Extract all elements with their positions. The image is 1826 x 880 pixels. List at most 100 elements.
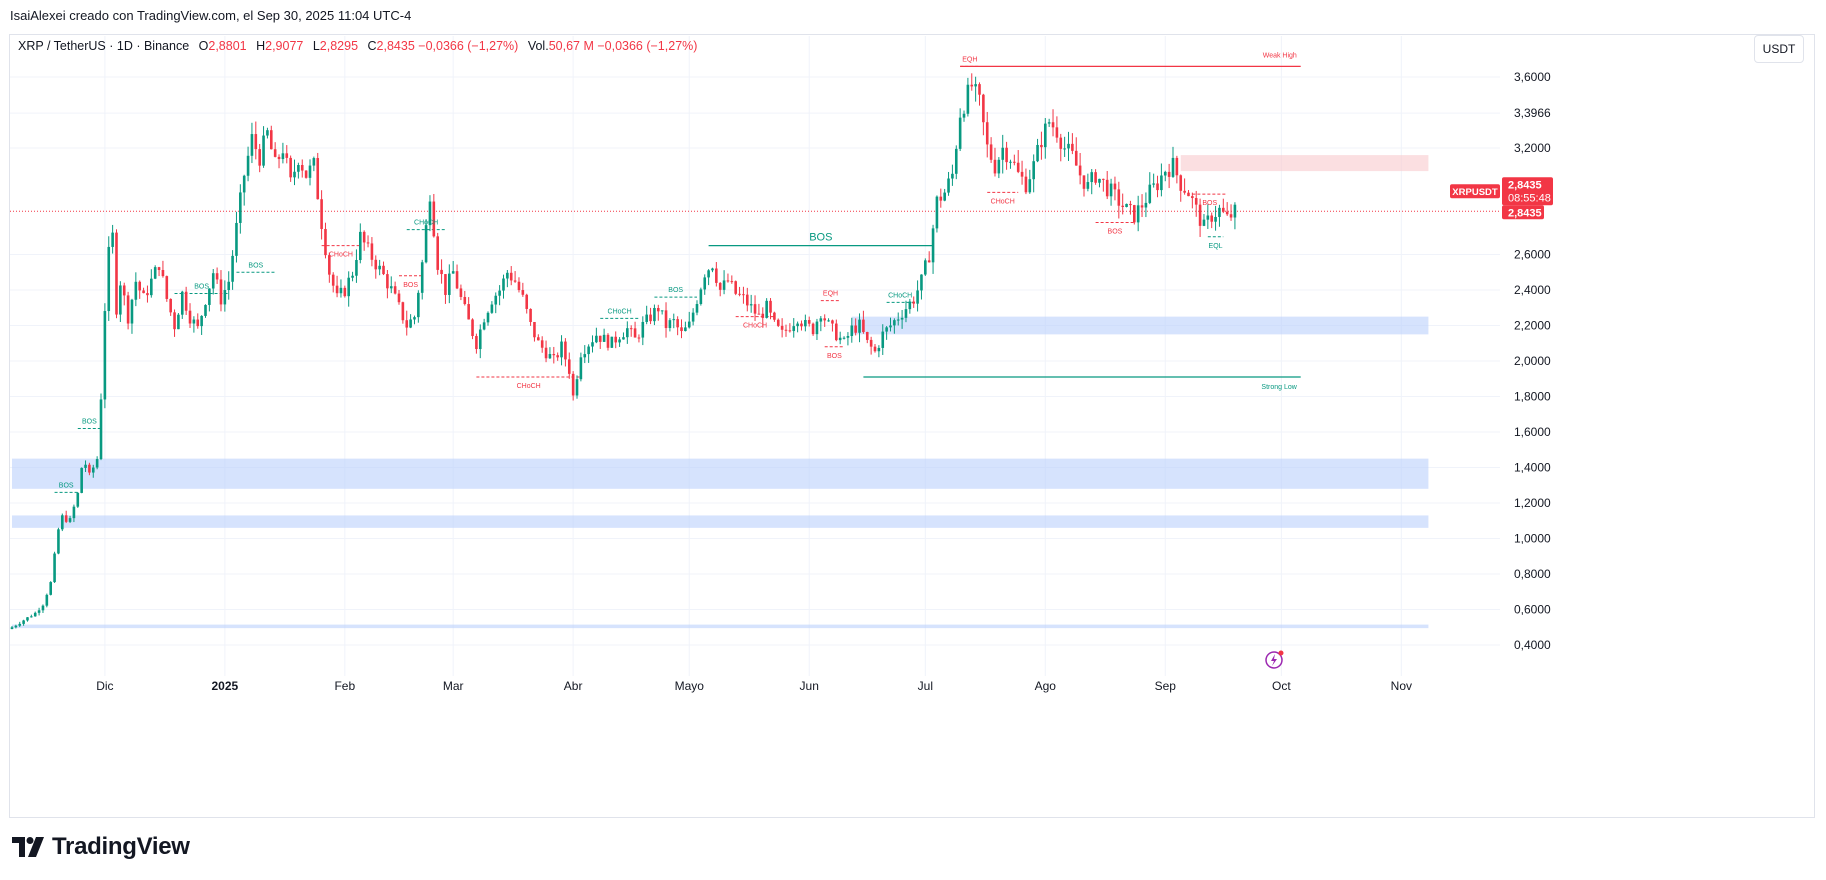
candle-down	[184, 291, 188, 311]
candle-up	[1090, 172, 1094, 183]
candle-down	[873, 346, 877, 352]
volume-change: −0,0366 (−1,27%)	[597, 39, 698, 53]
currency-button[interactable]: USDT	[1754, 35, 1804, 63]
candle-down	[680, 327, 683, 332]
x-tick-label: Abr	[564, 679, 583, 693]
candle-up	[947, 178, 950, 193]
candle-up	[920, 274, 923, 291]
candle-up	[68, 518, 72, 522]
candle-down	[196, 319, 200, 327]
candle-down	[989, 144, 993, 160]
candle-up	[1009, 161, 1012, 163]
candle-up	[579, 357, 583, 380]
candle-up	[242, 175, 246, 193]
candle-up	[653, 307, 656, 322]
candle-down	[331, 274, 335, 286]
symbol-label[interactable]: XRP / TetherUS · 1D · Binance	[18, 39, 190, 53]
candle-up	[641, 321, 645, 338]
candle-down	[386, 274, 389, 289]
demand-zone	[851, 316, 1429, 335]
candle-up	[958, 117, 962, 149]
candle-up	[192, 319, 196, 324]
candle-up	[997, 159, 1001, 174]
candle-down	[64, 515, 68, 522]
candle-down	[513, 280, 517, 282]
candle-down	[300, 164, 304, 171]
candle-down	[475, 336, 478, 350]
lightning-icon[interactable]	[1265, 651, 1283, 669]
symbol-badge-text: XRPUSDT	[1452, 187, 1498, 198]
candle-down	[656, 307, 660, 312]
candle-down	[1005, 147, 1008, 163]
candle-down	[757, 313, 761, 315]
candle-down	[746, 294, 749, 306]
candle-down	[1133, 205, 1136, 223]
candle-down	[726, 280, 730, 282]
candle-down	[865, 332, 869, 340]
tradingview-logo[interactable]: TradingView	[12, 833, 190, 861]
structure-label: BOS	[248, 262, 263, 269]
candle-down	[1175, 157, 1179, 176]
candle-down	[440, 269, 443, 275]
candle-up	[687, 321, 691, 328]
candle-down	[1140, 205, 1144, 208]
x-tick-label: Mayo	[675, 679, 705, 693]
candle-down	[459, 288, 463, 297]
candle-down	[800, 323, 803, 327]
candle-up	[1202, 219, 1206, 226]
candle-down	[370, 243, 374, 260]
candle-down	[169, 298, 172, 313]
x-tick-label: Jul	[918, 679, 933, 693]
candle-down	[146, 293, 149, 296]
candle-down	[780, 325, 784, 330]
candle-down	[552, 354, 556, 356]
x-tick-label: Nov	[1391, 679, 1412, 693]
candle-up	[262, 135, 265, 166]
candle-up	[1214, 216, 1217, 222]
candle-up	[45, 594, 49, 606]
candle-down	[1210, 215, 1213, 222]
candle-up	[49, 582, 52, 595]
candle-down	[304, 170, 308, 178]
y-tick-label: 1,0000	[1514, 532, 1551, 546]
candle-down	[1156, 183, 1159, 191]
candle-down	[773, 312, 776, 320]
candle-down	[1040, 144, 1043, 148]
x-tick-label: 2025	[211, 679, 238, 693]
candle-up	[177, 314, 180, 330]
candle-up	[1086, 182, 1090, 189]
low-label: L	[312, 39, 320, 53]
candle-up	[451, 271, 455, 274]
candle-down	[157, 267, 161, 271]
candle-up	[595, 335, 598, 343]
axis-layer: 3,6000 3,3966 3,2000 2,6000 2,4000 2,2000 2,00…	[96, 70, 1553, 693]
structure-label: BOS	[403, 282, 418, 289]
candle-down	[463, 296, 467, 305]
tradingview-logo-icon	[12, 837, 44, 857]
candle-up	[1063, 148, 1066, 150]
candle-up	[954, 148, 958, 174]
candle-up	[490, 304, 494, 313]
candle-down	[432, 201, 436, 237]
open-label: O	[198, 39, 209, 53]
candle-up	[506, 272, 509, 279]
x-tick-label: Feb	[334, 679, 355, 693]
candle-down	[738, 293, 741, 295]
candle-down	[970, 84, 974, 87]
candle-down	[529, 308, 532, 322]
structure-label: CHoCH	[743, 323, 767, 330]
candlestick-chart[interactable]: Weak High Strong Low BOS BOS BOS BOS BOS CHoCH C…	[0, 0, 1826, 820]
candle-up	[881, 331, 885, 348]
candle-up	[765, 300, 768, 318]
candle-down	[649, 314, 652, 322]
candle-down	[633, 328, 637, 338]
candle-down	[88, 464, 91, 473]
candle-up	[119, 285, 122, 315]
candle-down	[258, 149, 261, 166]
close-label: C	[367, 39, 377, 53]
structure-label: EQH	[823, 291, 838, 298]
candle-down	[835, 323, 838, 341]
candle-up	[378, 265, 381, 270]
candles-layer	[10, 73, 1237, 630]
candle-down	[1102, 178, 1105, 180]
